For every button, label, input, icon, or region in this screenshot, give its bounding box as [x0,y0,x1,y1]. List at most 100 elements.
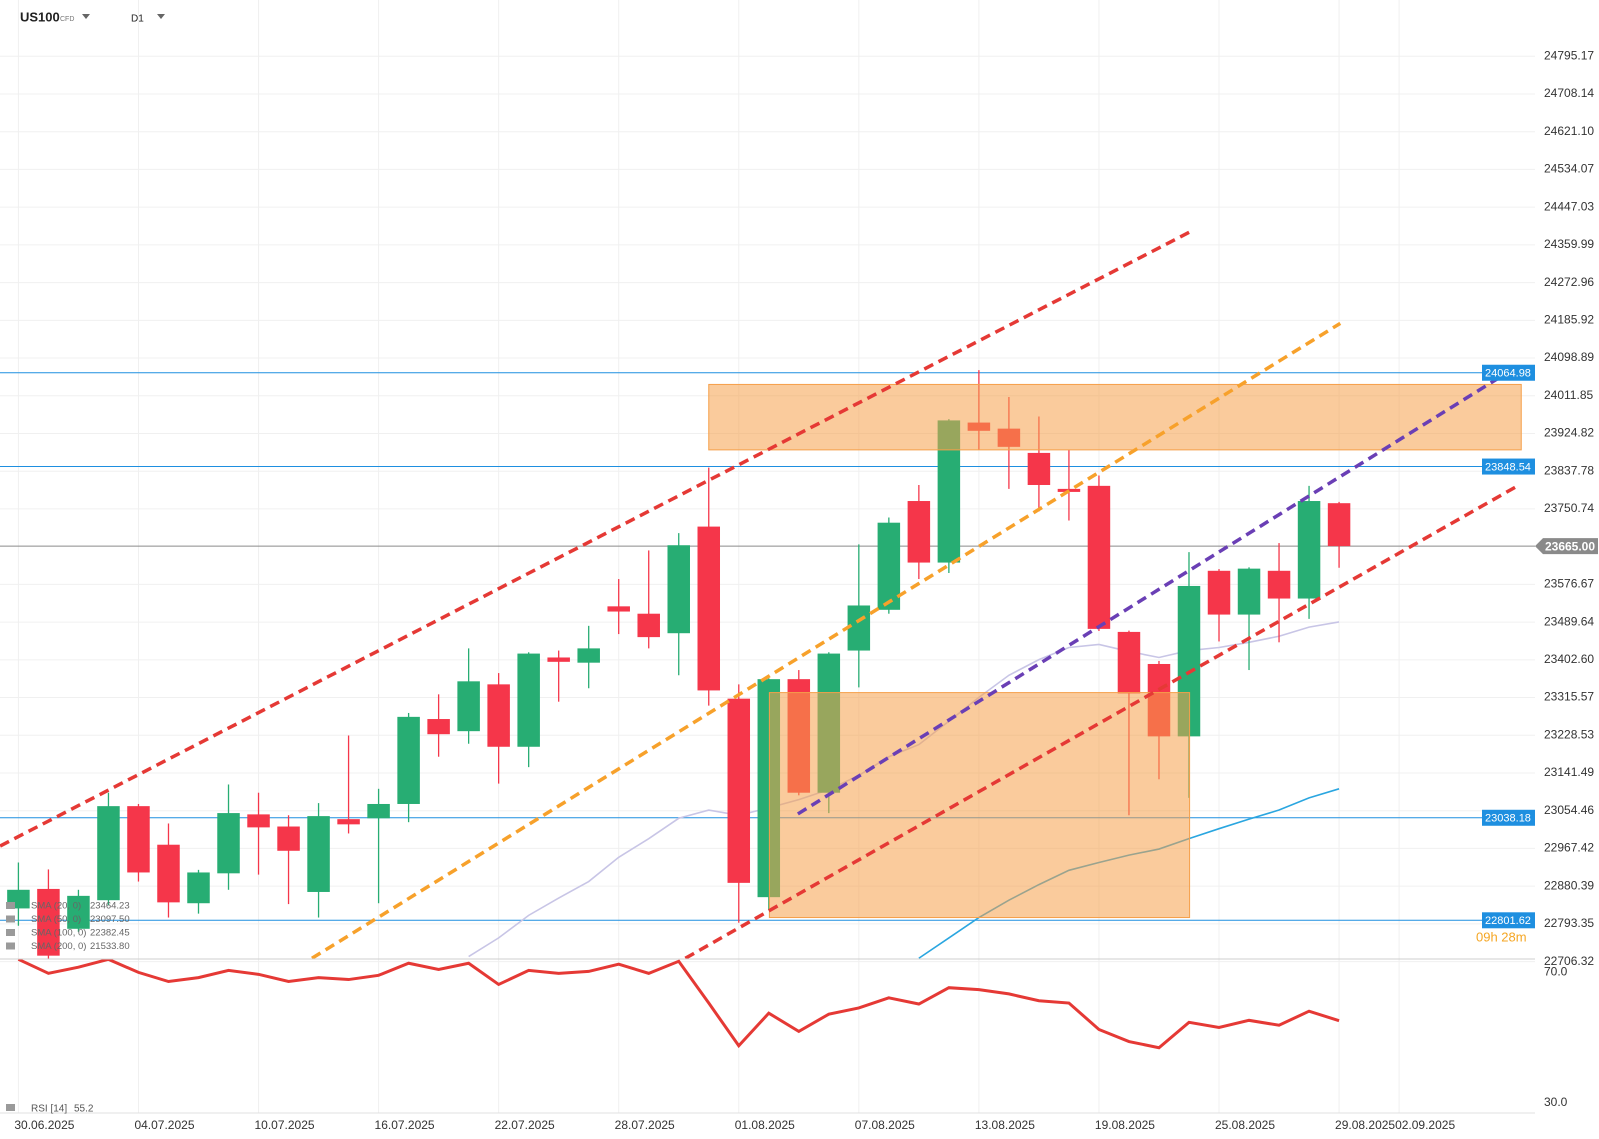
axes: 24795.17 24708.14 24621.10 24534.07 24447.03… [0,48,1598,1132]
x-tick-label: 25.08.2025 [1215,1118,1275,1132]
candle-body [187,872,210,904]
y-tick-label: 23489.64 [1544,614,1594,628]
candle-body [847,605,871,651]
candle-body [1027,452,1051,485]
indicator-value: 22382.45 [90,928,130,939]
current-price-box [1535,538,1598,555]
zone [768,692,1191,919]
candle-body [1087,485,1111,629]
level-label: 22801.62 [1485,915,1531,927]
legend-icon [6,1104,15,1111]
candle-body [547,657,570,662]
candle-body [127,806,150,873]
candle-body [607,606,630,612]
candle-body [1237,568,1261,615]
candle-body [217,813,240,874]
y-tick-label: 24534.07 [1544,162,1594,176]
candle-body [667,545,690,634]
zone [708,383,1522,451]
indicator-name: SMA (200, 0) [31,941,86,952]
indicator-value: 23464.23 [90,901,130,912]
candle-body [727,698,751,883]
candle-body [697,526,721,691]
candle-body [1117,631,1141,694]
y-tick-label: 23402.60 [1544,652,1594,666]
trendline [311,321,1342,959]
candle-body [277,826,300,851]
x-tick-label: 16.07.2025 [375,1118,435,1132]
y-tick-label: 24272.96 [1544,275,1594,289]
candle-body [1207,570,1231,615]
rsi-value: 55.2 [74,1104,94,1115]
candle-body [307,816,330,892]
candle-body [877,522,901,610]
symbol[interactable]: US100 [20,9,60,24]
level-label-box [1482,458,1535,475]
candle-body [907,501,931,563]
candle-body [157,844,180,903]
indicator-name: SMA (20, 0) [31,901,81,912]
countdown: 09h 28m [1476,929,1527,944]
candle-body [37,888,60,956]
level-label: 23848.54 [1485,461,1531,473]
legend-icon [6,915,15,923]
candle-body [1327,503,1351,547]
x-tick-label: 02.09.2025 [1395,1118,1455,1132]
candle-body [457,681,480,732]
y-tick-label: 22793.35 [1544,916,1594,930]
candle-body [1297,501,1321,599]
x-tick-label: 30.06.2025 [14,1118,74,1132]
x-tick-label: 10.07.2025 [255,1118,315,1132]
y-tick-label: 23576.67 [1544,577,1594,591]
y-tick-label: 24359.99 [1544,237,1594,251]
y-tick-label: 22706.32 [1544,954,1594,968]
y-tick-label: 24098.89 [1544,350,1594,364]
candle-body [427,719,450,735]
y-tick-label: 23228.53 [1544,727,1594,741]
candle-body [247,814,270,828]
y-tick-label: 23837.78 [1544,463,1594,477]
trendline [796,366,1515,816]
x-tick-label: 22.07.2025 [495,1118,555,1132]
rsi-line [17,959,1340,1050]
y-tick-label: 23054.46 [1544,803,1594,817]
rsi-pane [17,959,1340,1050]
candle-body [367,803,390,819]
level-label-box [1482,364,1535,381]
indicator-value: 21533.80 [90,941,130,952]
header: US100 CFD D1 [20,9,165,25]
x-tick-label: 04.07.2025 [134,1118,194,1132]
symbol-type: CFD [60,16,74,23]
candle-body [1267,570,1291,599]
y-tick-label: 24011.85 [1544,388,1593,402]
y-tick-label: 22967.42 [1544,841,1594,855]
candle-body [577,648,600,663]
level-label: 24064.98 [1485,368,1531,380]
legend-icon [6,942,15,950]
symbol-dropdown[interactable] [82,14,90,19]
y-tick-label: 23315.57 [1544,690,1594,704]
x-tick-label: 07.08.2025 [855,1118,915,1132]
indicator-name: SMA (100, 0) [31,928,86,939]
timeframe-dropdown[interactable] [157,14,165,19]
timeframe[interactable]: D1 [131,14,144,25]
price-pane [0,229,1535,959]
y-tick-label: 24621.10 [1544,124,1594,138]
level-label-box [1482,809,1535,826]
y-tick-label: 24447.03 [1544,199,1594,213]
y-tick-label: 23750.74 [1544,501,1594,515]
candle-body [637,613,660,638]
y-tick-label: 24708.14 [1544,86,1594,100]
candle-body [97,806,120,901]
legend-icon [6,929,15,936]
x-tick-label: 01.08.2025 [735,1118,795,1132]
y-tick-label: 24185.92 [1544,312,1594,326]
y-tick-label: 24795.17 [1544,48,1594,62]
candle-body [487,684,510,747]
x-tick-label: 13.08.2025 [975,1118,1035,1132]
y-tick-label: 22880.39 [1544,878,1594,892]
legend: RSI [14] 55.2 SMA (20, 0) 23464.23 SMA (50, … [6,901,130,1115]
candle-body [67,895,90,929]
level-label-box [1482,912,1535,929]
